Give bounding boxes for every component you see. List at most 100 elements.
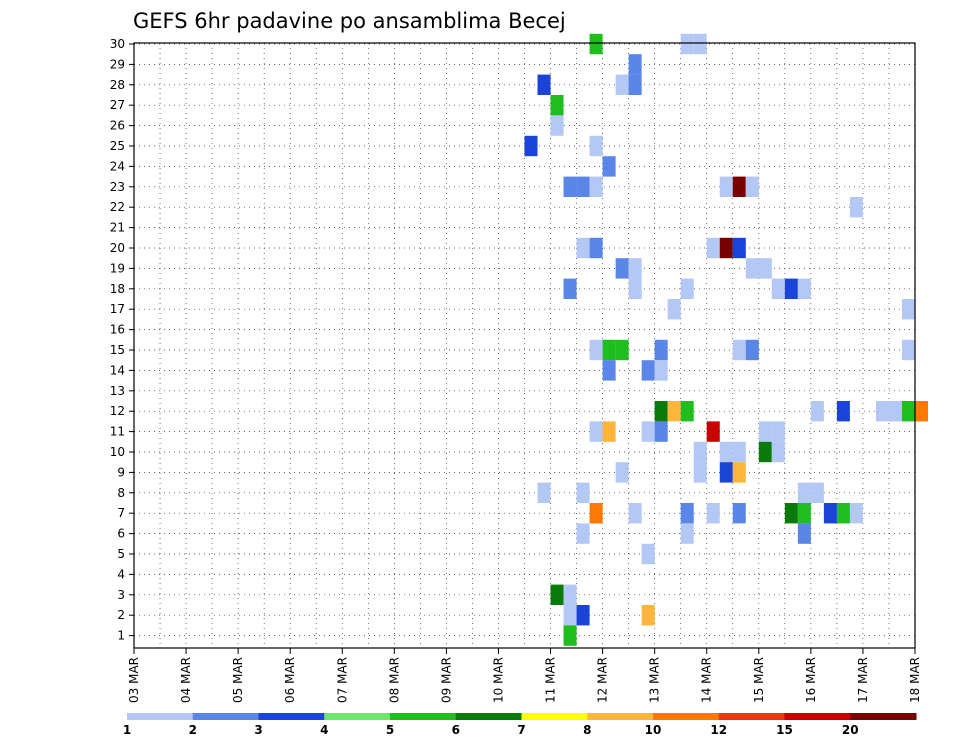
- legend-swatch: [521, 713, 588, 720]
- y-tick-label: 3: [117, 588, 125, 602]
- color-legend: 1 2 3 4 5 6 7 8 10 12 15 20: [123, 713, 917, 737]
- heatmap-cell: [797, 503, 811, 524]
- y-axis: 1234567891011121314151617181920212223242…: [110, 37, 134, 643]
- legend-swatch: [784, 713, 851, 720]
- heatmap-cell: [706, 503, 720, 524]
- y-tick-label: 26: [110, 119, 125, 133]
- heatmap-cell: [693, 462, 707, 483]
- heatmap-cell: [615, 339, 629, 361]
- heatmap-cell: [628, 258, 642, 279]
- heatmap-cell: [706, 237, 720, 259]
- y-tick-label: 24: [110, 159, 125, 173]
- legend-label: 6: [452, 723, 460, 737]
- legend-swatch: [127, 713, 194, 720]
- heatmap-cell: [628, 503, 642, 524]
- x-tick-label: 03 MAR: [127, 657, 141, 703]
- heatmap-cell: [680, 33, 694, 55]
- legend-swatch: [390, 713, 457, 720]
- heatmap-cell: [836, 503, 850, 524]
- x-tick-label: 18 MAR: [908, 657, 922, 703]
- x-tick-label: 07 MAR: [335, 657, 349, 703]
- legend-label: 1: [123, 723, 131, 737]
- heatmap-cell: [654, 339, 668, 361]
- heatmap-cell: [784, 503, 798, 524]
- heatmap-cell: [628, 74, 642, 95]
- heatmap-cell: [576, 237, 590, 259]
- heatmap-cell: [667, 401, 681, 422]
- x-tick-label: 11 MAR: [544, 657, 558, 703]
- legend-swatch: [587, 713, 654, 720]
- heatmap-cell: [537, 74, 551, 95]
- heatmap-cell: [797, 482, 811, 503]
- heatmap-cell: [576, 605, 590, 626]
- heatmap-cell: [641, 605, 655, 626]
- heatmap-cell: [680, 278, 694, 299]
- heatmap-cell: [797, 278, 811, 299]
- heatmap-cell: [563, 176, 577, 197]
- legend-swatch: [850, 713, 917, 720]
- heatmap-cell: [576, 482, 590, 503]
- heatmap-cell: [641, 421, 655, 442]
- heatmap-cell: [875, 401, 889, 422]
- heatmap-cell: [680, 503, 694, 524]
- legend-swatch: [258, 713, 325, 720]
- y-tick-label: 13: [110, 384, 125, 398]
- heatmap-cell: [771, 421, 785, 442]
- heatmap-cell: [732, 503, 746, 524]
- heatmap-cell: [589, 33, 603, 55]
- heatmap-cell: [732, 237, 746, 259]
- heatmap-cell: [654, 360, 668, 381]
- x-tick-label: 13 MAR: [648, 657, 662, 703]
- heatmap-cell: [901, 299, 915, 320]
- x-tick-label: 06 MAR: [283, 657, 297, 703]
- legend-label: 3: [254, 723, 262, 737]
- heatmap-cell: [641, 543, 655, 565]
- heatmap-cell: [589, 176, 603, 197]
- y-tick-label: 17: [110, 302, 125, 316]
- y-tick-label: 2: [117, 608, 125, 622]
- heatmap-cell: [602, 421, 616, 442]
- heatmap-cell: [810, 401, 824, 422]
- legend-label: 4: [320, 723, 328, 737]
- heatmap-cell: [654, 421, 668, 442]
- heatmap-cell: [732, 339, 746, 361]
- heatmap-cell: [602, 339, 616, 361]
- y-tick-label: 11: [110, 425, 125, 439]
- heatmap-cell: [563, 278, 577, 299]
- y-tick-label: 16: [110, 323, 125, 337]
- heatmap-cell: [667, 299, 681, 320]
- heatmap-cells: [524, 33, 929, 646]
- heatmap-cell: [589, 421, 603, 442]
- heatmap-cell: [524, 135, 538, 157]
- legend-label: 8: [583, 723, 591, 737]
- heatmap-cell: [550, 115, 564, 136]
- y-tick-label: 23: [110, 180, 125, 194]
- chart-title: GEFS 6hr padavine po ansamblima Becej: [133, 9, 566, 33]
- grid-lines: [133, 43, 916, 648]
- heatmap-cell: [589, 135, 603, 157]
- heatmap-cell: [719, 441, 733, 463]
- heatmap-cell: [563, 625, 577, 646]
- heatmap-cell: [654, 401, 668, 422]
- heatmap-cell: [719, 176, 733, 197]
- heatmap-cell: [563, 584, 577, 605]
- legend-swatch: [653, 713, 720, 720]
- heatmap-cell: [537, 482, 551, 503]
- heatmap-cell: [550, 584, 564, 605]
- y-tick-label: 9: [117, 465, 125, 479]
- heatmap-cell: [915, 401, 929, 422]
- heatmap-cell: [771, 441, 785, 463]
- y-tick-label: 10: [110, 445, 125, 459]
- heatmap-cell: [602, 156, 616, 177]
- heatmap-cell: [615, 258, 629, 279]
- y-tick-label: 15: [110, 343, 125, 357]
- y-tick-label: 18: [110, 282, 125, 296]
- y-tick-label: 8: [117, 486, 125, 500]
- heatmap-cell: [901, 401, 915, 422]
- x-tick-label: 08 MAR: [387, 657, 401, 703]
- heatmap-cell: [628, 54, 642, 75]
- heatmap-cell: [589, 237, 603, 259]
- y-tick-label: 29: [110, 57, 125, 71]
- heatmap-cell: [745, 339, 759, 361]
